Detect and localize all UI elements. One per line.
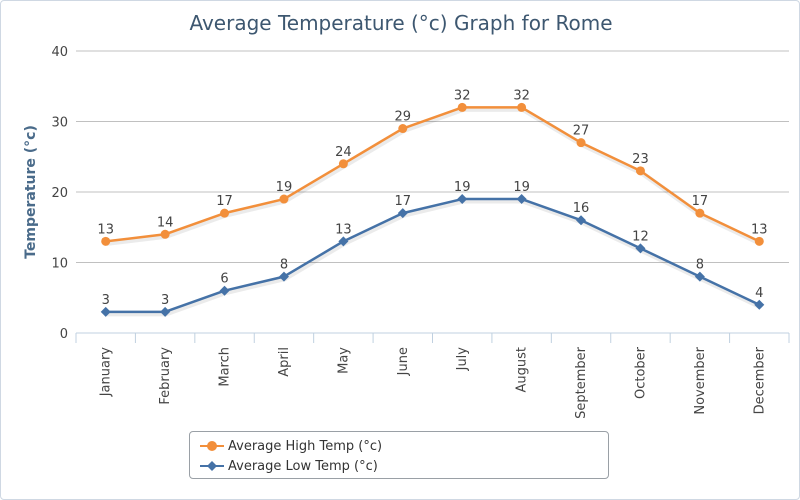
series-line	[105, 106, 760, 243]
chart-legend: Average High Temp (°c) Average Low Temp …	[189, 431, 609, 479]
x-tick-label: October	[633, 346, 648, 399]
data-label: 4	[755, 286, 763, 301]
series-line-shadow	[106, 198, 762, 317]
data-label: 8	[696, 258, 704, 273]
chart-plot: 0 10 20 30 40 January February March April May Jun…	[23, 45, 790, 419]
data-label: 14	[157, 215, 174, 230]
data-point[interactable]	[694, 271, 705, 282]
data-point[interactable]	[278, 271, 289, 282]
x-tick-label: July	[455, 347, 470, 372]
data-point[interactable]	[397, 208, 408, 219]
data-label: 3	[102, 293, 110, 308]
data-point[interactable]	[220, 208, 230, 218]
legend-circle-icon	[200, 441, 224, 451]
data-point[interactable]	[576, 215, 587, 226]
y-tick-label: 20	[51, 186, 68, 201]
data-point[interactable]	[279, 194, 289, 204]
data-point[interactable]	[576, 138, 586, 148]
data-label: 23	[632, 152, 649, 167]
data-point[interactable]	[635, 166, 645, 176]
x-tick-label: February	[158, 347, 173, 405]
data-point[interactable]	[754, 236, 764, 246]
data-label: 13	[335, 222, 352, 237]
data-point[interactable]	[457, 102, 467, 112]
data-point[interactable]	[516, 194, 527, 205]
legend-label-high: Average High Temp (°c)	[228, 438, 383, 454]
x-tick-label: September	[574, 346, 589, 419]
x-tick-label: May	[336, 347, 351, 374]
x-tick-label: November	[693, 346, 708, 414]
data-label: 32	[454, 88, 471, 103]
data-point[interactable]	[160, 229, 170, 239]
data-point[interactable]	[695, 208, 705, 218]
x-tick-label: June	[396, 347, 411, 376]
x-tick-label: December	[752, 346, 767, 414]
data-label: 29	[395, 110, 412, 125]
data-label: 19	[454, 180, 471, 195]
y-tick-label: 10	[51, 257, 68, 272]
data-label: 32	[513, 88, 530, 103]
data-label: 8	[280, 258, 288, 273]
data-point[interactable]	[457, 194, 468, 205]
y-tick-label: 40	[51, 45, 68, 60]
chart-title: Average Temperature (°c) Graph for Rome	[189, 11, 613, 35]
data-label: 17	[692, 194, 709, 209]
data-label: 13	[751, 222, 768, 237]
data-point[interactable]	[338, 236, 349, 247]
data-point[interactable]	[100, 306, 111, 317]
legend-item-low[interactable]: Average Low Temp (°c)	[190, 456, 608, 476]
x-tick-label: January	[99, 347, 114, 398]
x-tick-label: April	[277, 347, 292, 377]
data-point[interactable]	[517, 102, 527, 112]
data-point[interactable]	[338, 159, 348, 169]
data-point[interactable]	[754, 299, 765, 310]
y-axis-title: Temperature (°c)	[23, 125, 39, 259]
data-label: 24	[335, 145, 352, 160]
y-tick-label: 30	[51, 116, 68, 131]
data-label: 13	[97, 222, 114, 237]
data-label: 19	[276, 180, 293, 195]
legend-label-low: Average Low Temp (°c)	[228, 458, 378, 474]
series-line	[105, 197, 760, 314]
data-label: 3	[161, 293, 169, 308]
x-tick-label: March	[218, 347, 233, 387]
data-label: 27	[573, 124, 590, 139]
data-point[interactable]	[398, 124, 408, 134]
data-point[interactable]	[635, 243, 646, 254]
data-point[interactable]	[101, 236, 111, 246]
data-label: 16	[573, 201, 590, 216]
data-label: 17	[216, 194, 233, 209]
y-tick-label: 0	[60, 327, 68, 342]
x-tick-label: August	[515, 347, 530, 393]
data-point[interactable]	[219, 285, 230, 296]
series-line-shadow	[106, 106, 762, 246]
legend-item-high[interactable]: Average High Temp (°c)	[190, 436, 608, 456]
data-label: 17	[395, 194, 412, 209]
legend-diamond-icon	[200, 461, 224, 471]
data-label: 19	[513, 180, 530, 195]
data-label: 12	[632, 229, 649, 244]
data-point[interactable]	[160, 306, 171, 317]
data-label: 6	[220, 272, 228, 287]
